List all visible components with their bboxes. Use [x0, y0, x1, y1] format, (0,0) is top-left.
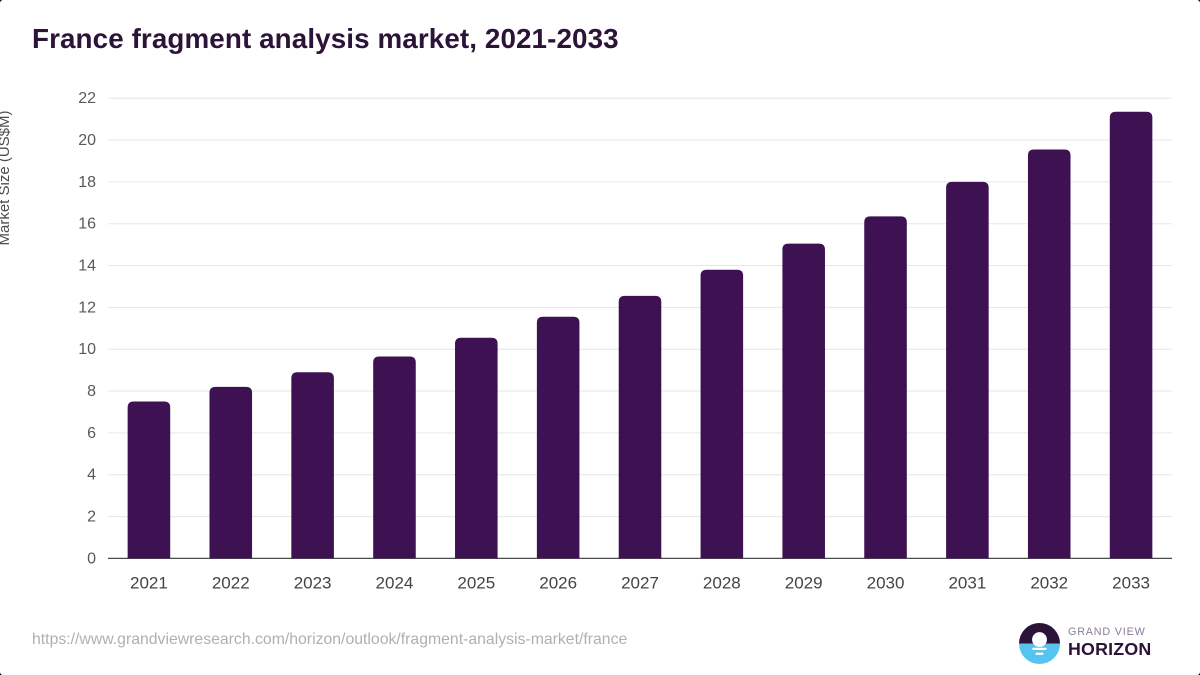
svg-text:0: 0	[87, 550, 96, 567]
svg-text:2028: 2028	[703, 574, 741, 593]
svg-text:2027: 2027	[621, 574, 659, 593]
svg-text:2030: 2030	[867, 574, 905, 593]
svg-text:2: 2	[87, 509, 96, 526]
svg-text:2033: 2033	[1112, 574, 1150, 593]
svg-text:2023: 2023	[294, 574, 332, 593]
svg-text:16: 16	[78, 216, 96, 233]
svg-text:2031: 2031	[948, 574, 986, 593]
svg-text:2022: 2022	[212, 574, 250, 593]
svg-text:2021: 2021	[130, 574, 168, 593]
svg-text:2024: 2024	[376, 574, 414, 593]
svg-text:12: 12	[78, 299, 96, 316]
svg-text:6: 6	[87, 425, 96, 442]
svg-text:4: 4	[87, 467, 96, 484]
svg-text:22: 22	[78, 90, 96, 107]
svg-text:2026: 2026	[539, 574, 577, 593]
svg-text:2025: 2025	[457, 574, 495, 593]
svg-text:18: 18	[78, 174, 96, 191]
svg-text:2032: 2032	[1030, 574, 1068, 593]
svg-text:14: 14	[78, 258, 96, 275]
svg-text:20: 20	[78, 132, 96, 149]
svg-text:10: 10	[78, 341, 96, 358]
svg-text:8: 8	[87, 383, 96, 400]
svg-text:2029: 2029	[785, 574, 823, 593]
